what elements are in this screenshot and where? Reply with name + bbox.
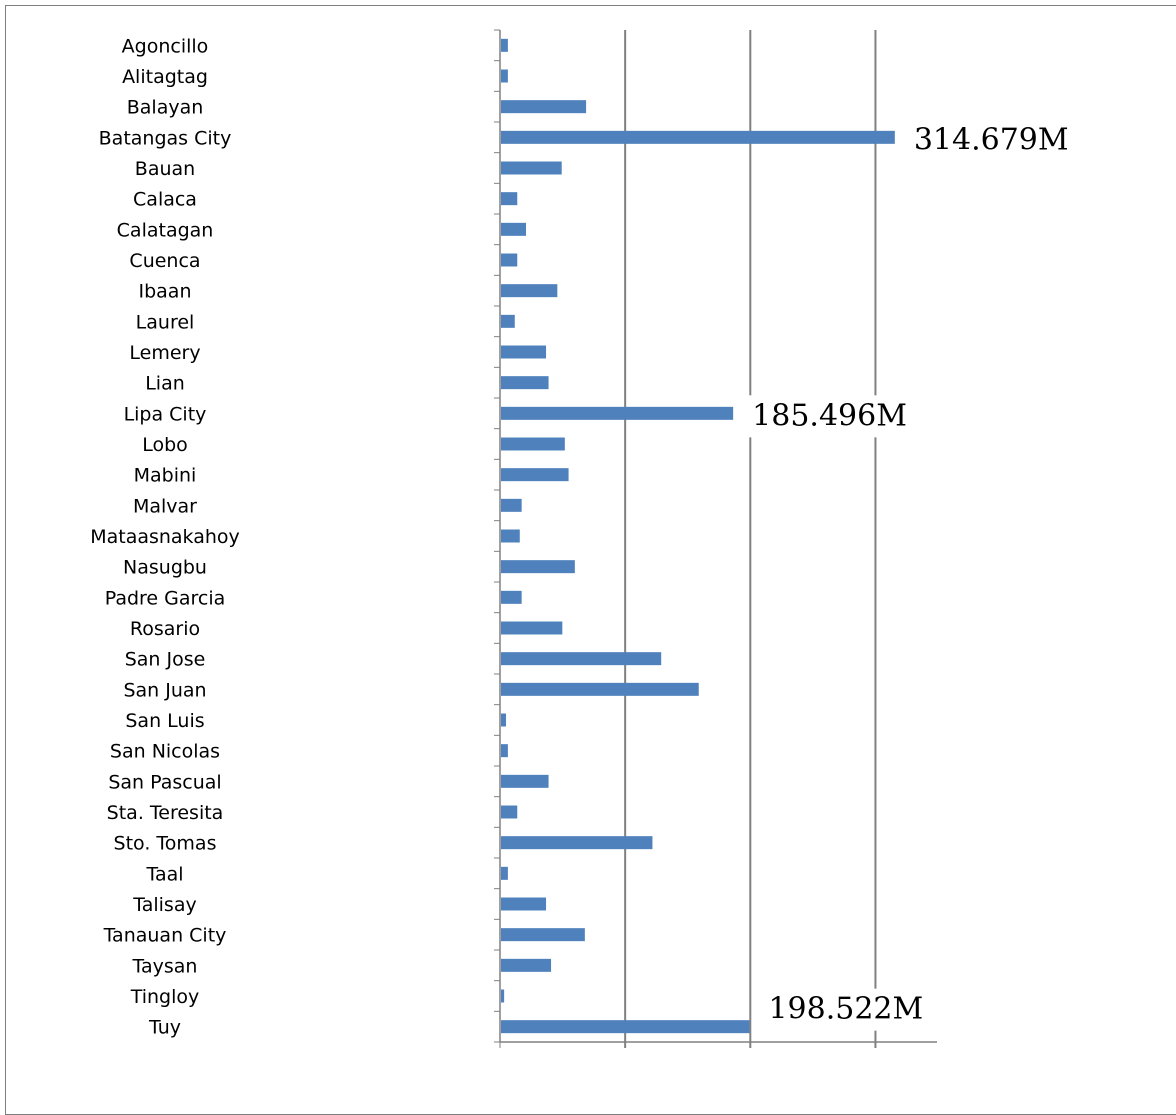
category-label: Bauan	[135, 158, 195, 180]
bar	[501, 560, 575, 574]
category-label: Lian	[145, 373, 185, 395]
category-label: Sta. Teresita	[107, 802, 224, 824]
bar	[501, 69, 508, 83]
bars	[501, 38, 895, 1034]
data-label: 185.496M	[752, 398, 907, 433]
data-labels: 314.679M 185.496M 198.522M	[744, 119, 1076, 1031]
bar	[501, 590, 522, 604]
bar	[501, 437, 565, 451]
bar	[501, 192, 518, 206]
category-label: Laurel	[136, 311, 195, 333]
category-label: Padre Garcia	[105, 587, 226, 609]
bar	[501, 713, 507, 727]
category-label: San Juan	[123, 679, 206, 701]
bar	[501, 928, 585, 942]
category-label: Ibaan	[139, 281, 192, 303]
bar	[501, 621, 563, 635]
bar	[501, 130, 895, 144]
bar	[501, 253, 518, 267]
bar	[501, 376, 549, 390]
category-label: Malvar	[133, 495, 197, 517]
bar	[501, 866, 508, 880]
data-label-background	[905, 119, 1076, 162]
category-axis	[494, 29, 937, 1048]
bar	[501, 1020, 750, 1034]
bar	[501, 774, 549, 788]
category-label: Balayan	[127, 97, 204, 119]
bar	[501, 38, 508, 52]
category-label: San Jose	[125, 649, 206, 671]
data-label: 314.679M	[914, 122, 1069, 157]
category-label: Mataasnakahoy	[90, 526, 240, 548]
bar	[501, 805, 518, 819]
category-label: Lemery	[129, 342, 200, 364]
data-label-background	[744, 395, 915, 438]
category-label: Mabini	[134, 465, 197, 487]
bar	[501, 284, 558, 298]
category-label: Calatagan	[117, 219, 214, 241]
bar	[501, 406, 734, 420]
gridlines	[624, 30, 877, 1048]
category-label: San Luis	[125, 710, 204, 732]
category-label: Taal	[145, 863, 183, 885]
category-labels: Agoncillo Alitagtag Balayan Batangas City Ba…	[90, 35, 240, 1038]
category-label: Rosario	[130, 618, 200, 640]
bar	[501, 836, 653, 850]
bar	[501, 498, 522, 512]
bar	[501, 345, 547, 359]
category-label: Nasugbu	[123, 557, 207, 579]
category-label: Cuenca	[129, 250, 200, 272]
bar	[501, 161, 562, 175]
data-label-background	[760, 988, 931, 1031]
data-label: 198.522M	[768, 992, 923, 1027]
category-label: Sto. Tomas	[114, 833, 217, 855]
category-label: Calaca	[133, 189, 197, 211]
category-label: San Nicolas	[110, 741, 220, 763]
bar	[501, 989, 505, 1003]
category-label: Alitagtag	[122, 66, 208, 88]
category-label: Agoncillo	[122, 35, 209, 57]
bar	[501, 682, 699, 696]
category-label: Tingloy	[130, 986, 200, 1008]
category-label: Tuy	[148, 1017, 181, 1039]
bar	[501, 958, 552, 972]
category-label: Talisay	[132, 894, 196, 916]
category-label: Batangas City	[99, 127, 232, 149]
category-label: Taysan	[132, 955, 198, 977]
bar	[501, 468, 569, 482]
bar	[501, 897, 547, 911]
category-label: Tanauan City	[103, 925, 227, 947]
category-label: San Pascual	[108, 771, 221, 793]
category-label: Lobo	[142, 434, 188, 456]
bar	[501, 222, 527, 236]
bar	[501, 100, 587, 114]
bar	[501, 652, 662, 666]
category-label: Lipa City	[124, 403, 207, 425]
bar	[501, 744, 508, 758]
bar	[501, 314, 515, 328]
bar	[501, 529, 520, 543]
